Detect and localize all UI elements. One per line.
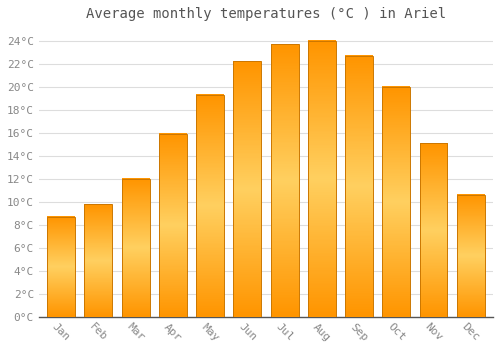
Bar [234,61,262,317]
Title: Average monthly temperatures (°C ) in Ariel: Average monthly temperatures (°C ) in Ar… [86,7,446,21]
Bar [159,134,187,317]
Bar [345,56,373,317]
Bar [382,86,410,317]
Bar [122,179,150,317]
Bar [457,195,484,317]
Bar [420,143,448,317]
Bar [270,44,298,317]
Bar [308,41,336,317]
Bar [84,204,112,317]
Bar [196,94,224,317]
Bar [47,217,75,317]
